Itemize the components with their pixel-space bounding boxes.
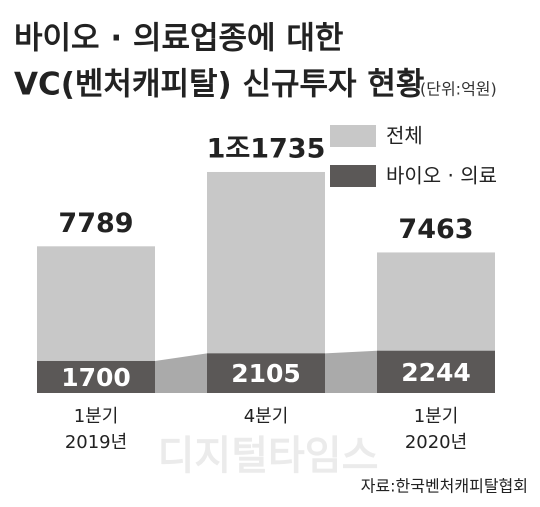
watermark: 디지털타임스	[158, 433, 379, 479]
bar	[207, 353, 325, 393]
value-label: 7463	[398, 214, 473, 245]
legend-swatch	[330, 125, 376, 147]
source: 자료:한국벤처캐피탈협회	[361, 477, 528, 496]
value-label: 1700	[61, 363, 131, 392]
bar	[377, 350, 495, 393]
legend-label: 바이오 · 의료	[386, 164, 497, 188]
chart-title: 바이오 · 의료업종에 대한	[14, 21, 343, 57]
connector	[155, 353, 207, 393]
value-label: 1조1735	[207, 133, 326, 164]
legend-swatch	[330, 165, 376, 187]
x-tick-label: 4분기	[244, 406, 289, 427]
connector	[325, 350, 377, 393]
legend-label: 전체	[386, 124, 423, 148]
unit-label: (단위:억원)	[420, 80, 497, 99]
chart-subtitle: VC(벤처캐피탈) 신규투자 현황	[14, 67, 424, 103]
value-label: 7789	[58, 208, 133, 239]
value-label: 2244	[401, 358, 471, 387]
x-tick-label: 1분기 2020년	[405, 406, 467, 453]
bar	[37, 360, 155, 393]
value-label: 2105	[231, 359, 301, 388]
x-tick-label: 1분기 2019년	[65, 406, 127, 453]
